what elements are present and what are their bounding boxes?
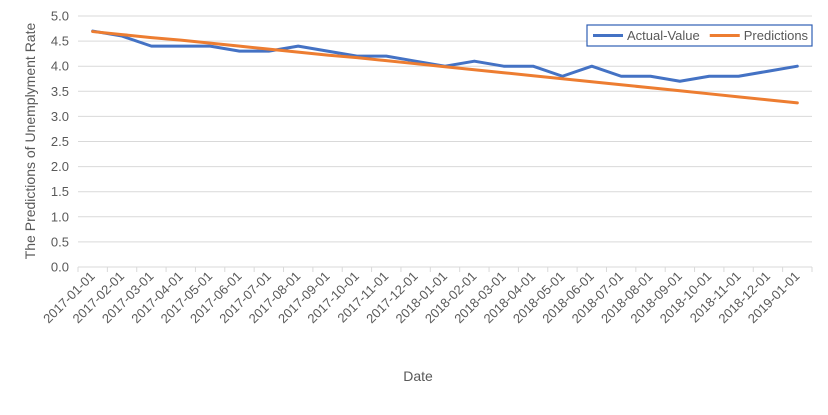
data-point-1-18: [620, 83, 623, 86]
data-point-1-13: [473, 68, 476, 71]
data-point-0-10: [385, 55, 388, 58]
data-point-1-15: [532, 74, 535, 77]
data-point-0-14: [502, 65, 505, 68]
y-tick-label-2: 1.0: [51, 209, 69, 224]
data-point-1-16: [561, 77, 564, 80]
y-tick-label-3: 1.5: [51, 184, 69, 199]
series-line-1: [91, 30, 799, 105]
data-point-1-23: [766, 98, 769, 101]
data-point-0-2: [150, 45, 153, 48]
data-point-1-17: [590, 80, 593, 83]
legend: Actual-Value Predictions: [586, 24, 813, 47]
y-tick-label-5: 2.5: [51, 134, 69, 149]
legend-box: [586, 24, 813, 47]
y-tick-label-1: 0.5: [51, 234, 69, 249]
data-point-0-13: [473, 60, 476, 63]
data-point-1-4: [209, 42, 212, 45]
data-point-1-22: [737, 95, 740, 98]
data-point-1-1: [121, 33, 124, 36]
data-point-0-3: [179, 45, 182, 48]
data-point-1-0: [91, 30, 94, 33]
data-point-0-4: [209, 45, 212, 48]
legend-label-1: Predictions: [744, 28, 809, 43]
data-point-0-19: [649, 75, 652, 78]
data-point-1-19: [649, 86, 652, 89]
data-point-0-24: [796, 65, 799, 68]
data-point-1-12: [444, 65, 447, 68]
series-lines: [91, 29, 799, 105]
data-point-1-11: [414, 62, 417, 65]
data-point-1-24: [796, 101, 799, 104]
data-point-0-21: [708, 75, 711, 78]
y-tick-label-0: 0.0: [51, 260, 69, 275]
data-point-1-6: [267, 48, 270, 51]
data-point-0-23: [766, 70, 769, 73]
data-point-0-7: [297, 45, 300, 48]
data-point-0-17: [590, 65, 593, 68]
data-point-0-22: [737, 75, 740, 78]
data-point-1-8: [326, 54, 329, 57]
data-point-0-8: [326, 50, 329, 53]
data-point-1-20: [678, 89, 681, 92]
x-axis-title: Date: [403, 368, 433, 384]
y-axis-title: The Predictions of Unemplyment Rate: [22, 23, 38, 260]
data-point-0-18: [620, 75, 623, 78]
y-tick-label-9: 4.5: [51, 34, 69, 49]
gridlines: [78, 15, 812, 268]
data-point-1-9: [355, 56, 358, 59]
data-point-0-20: [678, 80, 681, 83]
data-point-1-2: [150, 36, 153, 39]
legend-label-0: Actual-Value: [627, 28, 700, 43]
data-point-1-3: [179, 39, 182, 42]
data-point-1-21: [708, 92, 711, 95]
data-point-0-5: [238, 50, 241, 53]
data-point-1-14: [502, 71, 505, 74]
y-tick-label-8: 4.0: [51, 59, 69, 74]
data-point-1-5: [238, 45, 241, 48]
y-tick-label-6: 3.0: [51, 109, 69, 124]
data-point-0-15: [532, 65, 535, 68]
x-axis-ticks: 2017-01-012017-02-012017-03-012017-04-01…: [40, 267, 813, 326]
data-point-1-10: [385, 59, 388, 62]
y-tick-label-7: 3.5: [51, 84, 69, 99]
legend-items: Actual-Value Predictions: [593, 28, 809, 43]
y-tick-label-10: 5.0: [51, 9, 69, 24]
y-tick-label-4: 2.0: [51, 159, 69, 174]
data-point-1-7: [297, 51, 300, 54]
y-axis-ticks: 0.0 0.5 1.0 1.5 2.0 2.5 3.0 3.5 4.0 4.5 5.0: [51, 9, 69, 275]
